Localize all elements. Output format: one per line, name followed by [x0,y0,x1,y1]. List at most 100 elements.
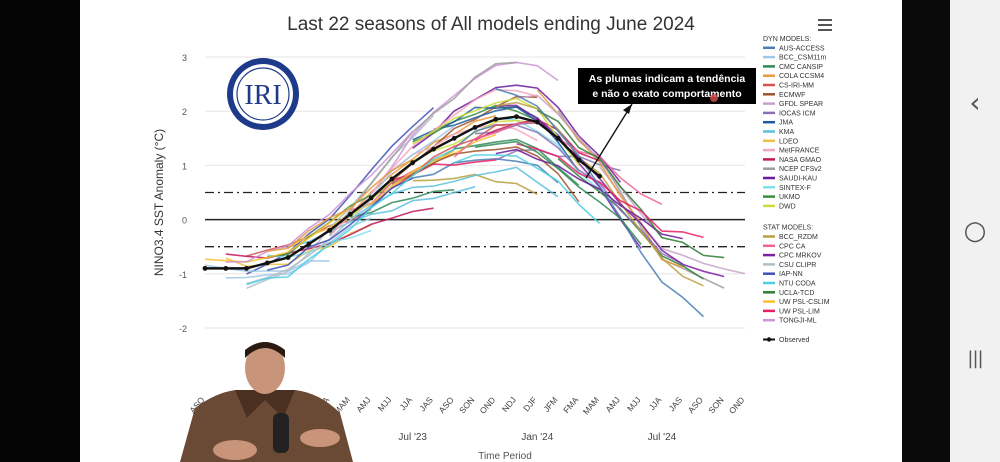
x-year-label: Jul '24 [648,432,677,443]
observed-point [431,146,436,152]
legend-entry: UW PSL-CSLIM [779,299,830,306]
x-tick-label: MAM [581,395,601,417]
legend-entry: CPC CA [779,243,806,250]
legend-entry: UCLA-TCD [779,290,814,297]
observed-point [244,265,249,271]
home-icon[interactable]: ○ [963,216,987,246]
x-tick-label: MJJ [625,395,643,413]
chart-slide: Last 22 seasons of All models ending Jun… [80,0,902,462]
observed-point [472,125,478,130]
x-tick-label: JJA [647,395,664,413]
y-tick-label: 1 [182,161,187,171]
recent-apps-icon[interactable]: ||| [967,348,983,369]
observed-point [534,119,540,125]
model-line [267,158,414,252]
legend-entry: BCC_RZDM [779,234,818,241]
right-bezel [902,0,950,462]
hamburger-menu-icon[interactable] [818,19,832,31]
model-line [474,124,684,265]
model-line [412,173,538,196]
annotation-box [578,68,756,104]
x-tick-label: JAS [417,395,435,414]
model-line [536,109,725,259]
legend-entry: AUS-ACCESS [779,45,825,52]
observed-point [202,265,208,271]
legend-entry: JMA [779,120,793,127]
logo-line-icon [236,67,290,121]
observed-point [451,135,457,141]
observed-point [264,260,270,266]
model-line [495,101,704,287]
legend-entry: NASA GMAO [779,157,822,164]
android-nav-bar: ‹ ○ ||| [950,0,1000,462]
chart-title: Last 22 seasons of All models ending Jun… [287,14,695,35]
legend-entry: CMC CANSIP [779,64,823,71]
x-tick-label: AMJ [354,395,373,414]
legend-entry: BCC_CSM11m [779,55,826,62]
legend-entry: CS-IRI-MM [779,83,814,90]
legend-entry: UKMO [779,194,801,201]
model-line [474,140,642,245]
legend-entry: LDEO [779,138,799,145]
model-line [391,159,496,181]
x-tick-label: SON [457,395,477,416]
annotation-arrowhead-icon [623,104,632,114]
observed-point [410,160,416,166]
model-line [350,189,455,218]
presenter-video-overlay [180,342,353,462]
model-line [412,84,622,183]
x-tick-label: NDJ [500,395,518,414]
y-tick-label: -1 [179,270,187,280]
model-line [495,88,705,318]
observed-point [347,211,353,217]
legend-entry: SAUDI-KAU [779,176,817,183]
annotation-text-line-2: e não o exato comportamento [592,88,741,100]
model-line [267,177,414,271]
legend-entry: UW PSL-LIM [779,308,820,315]
legend-entry: GFDL SPEAR [779,101,823,108]
back-icon[interactable]: ‹ [969,86,981,119]
model-line [225,207,434,259]
y-axis-label: NINO3.4 SST Anomaly (°C) [152,129,166,276]
x-tick-label: JFM [541,395,559,414]
legend-group-title: STAT MODELS: [763,225,813,232]
left-bezel [0,0,80,462]
observed-point [223,265,229,271]
observed-line [205,115,601,270]
legend-entry: CPC MRKOV [779,253,822,260]
x-year-label: Jan '24 [521,432,553,443]
x-tick-label: OND [477,395,497,416]
model-line [516,143,704,239]
observed-point [285,255,291,260]
x-tick-label: SON [706,395,726,416]
legend-entry: COLA CCSM4 [779,73,824,80]
model-line [204,206,351,263]
legend-observed-marker [766,337,772,342]
x-tick-label: AMJ [603,395,622,414]
cursor-dot-icon [710,94,718,102]
model-line [536,89,683,268]
observed-point [368,195,374,201]
x-tick-label: ASO [686,395,705,415]
observed-point [576,157,582,163]
observed-point [327,228,333,233]
legend-entry: DWD [779,203,796,210]
x-tick-label: OND [727,395,747,416]
observed-point [493,116,499,122]
model-line [453,154,601,224]
legend-entry: TONGJI-ML [779,318,817,325]
x-tick-label: JJA [397,395,414,413]
logo-inner-circle-icon [233,64,293,124]
model-line [225,130,414,263]
x-tick-label: FMA [561,395,580,415]
model-line [328,61,517,236]
logo-text: IRI [244,80,281,111]
model-line [246,148,455,286]
legend-entry: SINTEX-F [779,185,811,192]
model-line [412,104,538,143]
legend-observed-label: Observed [779,337,809,344]
model-line [557,157,704,280]
observed-point [555,135,561,141]
y-tick-label: 2 [182,107,187,117]
legend-entry: IAP-NN [779,271,803,278]
